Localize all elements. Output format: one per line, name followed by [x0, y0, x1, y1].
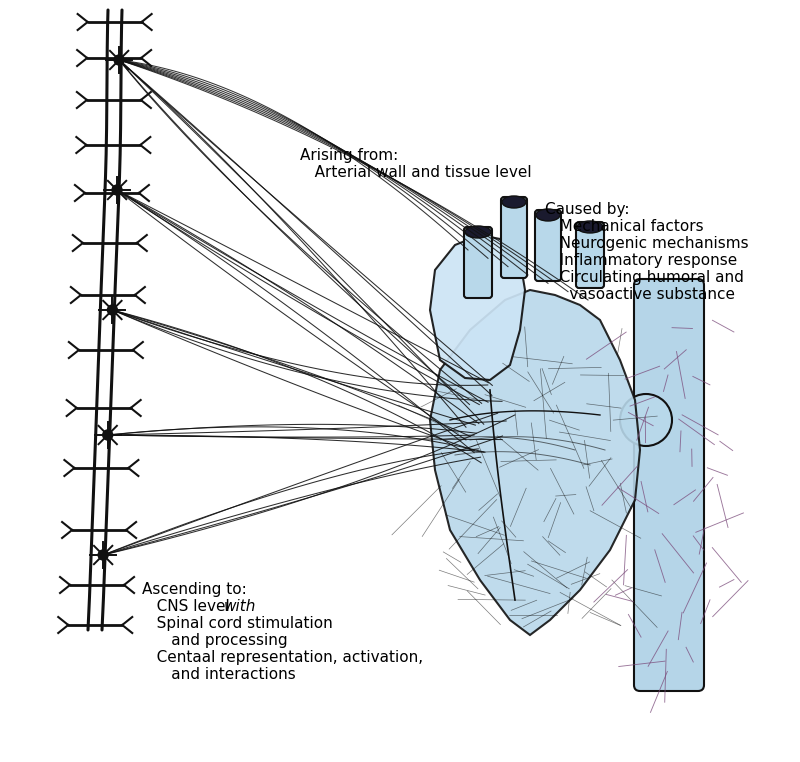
Ellipse shape	[465, 226, 491, 238]
Circle shape	[620, 394, 672, 446]
FancyBboxPatch shape	[576, 222, 604, 288]
Text: Neurogenic mechanisms: Neurogenic mechanisms	[545, 236, 749, 251]
Text: Ascending to:: Ascending to:	[142, 582, 246, 597]
FancyBboxPatch shape	[464, 227, 492, 298]
Ellipse shape	[502, 196, 526, 208]
Text: and processing: and processing	[142, 633, 288, 648]
Text: Spinal cord stimulation: Spinal cord stimulation	[142, 616, 333, 631]
Text: vasoactive substance: vasoactive substance	[545, 287, 735, 302]
Text: Inflammatory response: Inflammatory response	[545, 253, 738, 268]
Polygon shape	[430, 235, 525, 380]
Text: Arising from:: Arising from:	[300, 148, 398, 163]
Text: Caused by:: Caused by:	[545, 202, 630, 217]
FancyBboxPatch shape	[634, 279, 704, 691]
Circle shape	[112, 185, 122, 195]
Text: Mechanical factors: Mechanical factors	[545, 219, 704, 234]
Circle shape	[107, 305, 118, 315]
Text: and interactions: and interactions	[142, 667, 296, 682]
Text: Centaal representation, activation,: Centaal representation, activation,	[142, 650, 423, 665]
Text: CNS level: CNS level	[142, 599, 234, 614]
Circle shape	[102, 430, 113, 440]
Text: Arterial wall and tissue level: Arterial wall and tissue level	[300, 165, 532, 180]
FancyBboxPatch shape	[501, 197, 527, 278]
Text: Circulating humoral and: Circulating humoral and	[545, 270, 744, 285]
Polygon shape	[430, 290, 640, 635]
Text: with: with	[224, 599, 256, 614]
Circle shape	[98, 550, 108, 560]
Ellipse shape	[577, 221, 603, 233]
FancyBboxPatch shape	[535, 210, 561, 281]
Ellipse shape	[536, 209, 560, 221]
Circle shape	[114, 55, 124, 65]
